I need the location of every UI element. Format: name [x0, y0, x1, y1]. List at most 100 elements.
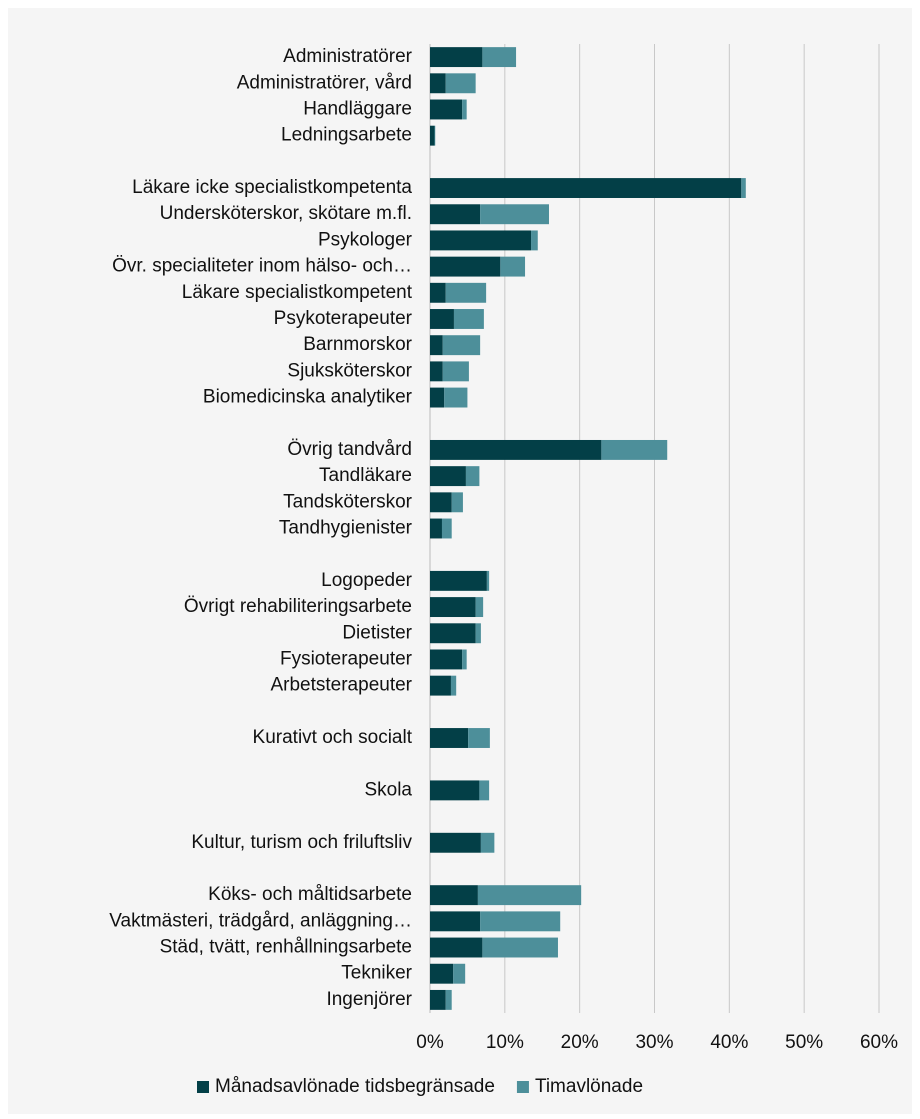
y-tick-label: Köks- och måltidsarbete — [208, 884, 412, 905]
bar-segment — [430, 989, 446, 1010]
bar-segment — [480, 911, 561, 932]
y-tick-label: Tandhygienister — [279, 518, 413, 539]
bar-segment — [430, 780, 480, 801]
y-tick-label: Handläggare — [303, 98, 412, 119]
bar-segment — [482, 937, 558, 958]
x-tick-label: 10% — [486, 1032, 524, 1053]
bar-segment — [430, 597, 476, 618]
y-tick-label: Ingenjörer — [326, 989, 412, 1010]
y-tick-label: Undersköterskor, skötare m.fl. — [160, 203, 412, 224]
bar-segment — [445, 282, 487, 303]
bar-segment — [430, 99, 463, 120]
y-tick-label: Tandläkare — [319, 465, 412, 486]
bar-segment — [430, 309, 454, 329]
y-tick-label: Dietister — [342, 622, 412, 643]
bar-segment — [430, 466, 466, 487]
bar-segment — [430, 335, 443, 356]
bar-segment — [430, 728, 469, 748]
bar-segment — [434, 125, 436, 146]
bar-segment — [450, 675, 457, 696]
y-tick-label: Biomedicinska analytiker — [203, 387, 413, 408]
x-tick-label: 20% — [561, 1032, 599, 1053]
bar-segment — [430, 963, 454, 984]
bar-segment — [442, 361, 469, 382]
y-tick-label: Sjuksköterskor — [287, 360, 412, 381]
bar-segment — [430, 911, 481, 932]
bar-segment — [430, 518, 442, 539]
bar-segment — [442, 335, 481, 356]
legend-label: Timavlönade — [535, 1076, 643, 1097]
bar-segment — [430, 125, 435, 146]
y-tick-label: Övr. specialiteter inom hälso- och… — [112, 256, 412, 277]
y-tick-label: Läkare specialistkompetent — [182, 282, 413, 303]
legend-swatch — [516, 1081, 529, 1093]
y-tick-label: Barnmorskor — [303, 334, 412, 355]
y-tick-label: Fysioterapeuter — [280, 648, 413, 669]
bar-segment — [430, 282, 446, 303]
bar-segment — [465, 466, 480, 487]
bar-segment — [453, 963, 466, 984]
y-tick-label: Psykoterapeuter — [274, 308, 413, 329]
bar-segment — [531, 230, 538, 251]
bar-segment — [430, 204, 481, 225]
bar-segment — [430, 387, 445, 408]
x-tick-label: 30% — [635, 1032, 673, 1053]
y-tick-label: Logopeder — [321, 570, 413, 591]
y-tick-label: Vaktmästeri, trädgård, anläggning… — [109, 910, 412, 931]
x-tick-label: 50% — [785, 1032, 823, 1053]
bar-segment — [430, 675, 451, 696]
y-tick-label: Arbetsterapeuter — [270, 675, 412, 696]
bar-segment — [480, 832, 495, 853]
x-tick-label: 0% — [416, 1032, 444, 1053]
bar-segment — [430, 73, 446, 94]
bar-segment — [430, 361, 443, 382]
y-tick-label: Administratörer, vård — [237, 72, 412, 93]
y-tick-label: Städ, tvätt, renhållningsarbete — [160, 937, 412, 958]
y-tick-label: Skola — [364, 779, 412, 800]
bar-segment — [462, 99, 467, 120]
bar-segment — [430, 439, 602, 460]
bar-segment — [475, 597, 484, 618]
bar-segment — [475, 623, 481, 644]
bar-segment — [441, 518, 452, 539]
legend-swatch — [197, 1081, 209, 1093]
bar-segment — [430, 256, 501, 277]
y-tick-label: Administratörer — [283, 46, 412, 67]
legend-label: Månadsavlönade tidsbegränsade — [215, 1076, 495, 1097]
y-tick-label: Kurativt och socialt — [253, 727, 413, 748]
bar-segment — [451, 492, 463, 513]
bar-segment — [486, 570, 490, 591]
bar-segment — [430, 492, 452, 513]
bar-segment — [453, 309, 484, 329]
bar-segment — [462, 649, 467, 670]
bar-segment — [479, 780, 490, 801]
bar-segment — [468, 728, 490, 748]
bar-segment — [430, 623, 476, 644]
bar-segment — [430, 832, 481, 853]
bar-segment — [741, 178, 746, 198]
bar-segment — [430, 230, 532, 251]
bar-segment — [430, 937, 483, 958]
y-tick-label: Ledningsarbete — [281, 125, 412, 146]
x-tick-label: 60% — [860, 1032, 898, 1053]
bar-segment — [430, 885, 478, 906]
bar-segment — [601, 439, 668, 460]
bar-segment — [430, 649, 463, 670]
bar-segment — [500, 256, 526, 277]
bar-segment — [480, 204, 549, 225]
bar-segment — [430, 178, 742, 198]
y-tick-label: Psykologer — [318, 229, 413, 250]
bar-segment — [445, 73, 476, 94]
y-tick-label: Övrigt rehabiliteringsarbete — [184, 596, 412, 617]
y-tick-label: Läkare icke specialistkompetenta — [132, 177, 412, 198]
y-tick-label: Övrig tandvård — [287, 439, 412, 460]
x-tick-label: 40% — [710, 1032, 748, 1053]
y-tick-label: Tandsköterskor — [283, 491, 413, 512]
y-tick-label: Tekniker — [341, 963, 412, 984]
bar-segment — [430, 570, 487, 591]
bar-segment — [445, 989, 452, 1010]
bar-segment — [430, 47, 483, 68]
y-tick-label: Kultur, turism och friluftsliv — [191, 832, 412, 853]
bar-segment — [477, 885, 582, 906]
